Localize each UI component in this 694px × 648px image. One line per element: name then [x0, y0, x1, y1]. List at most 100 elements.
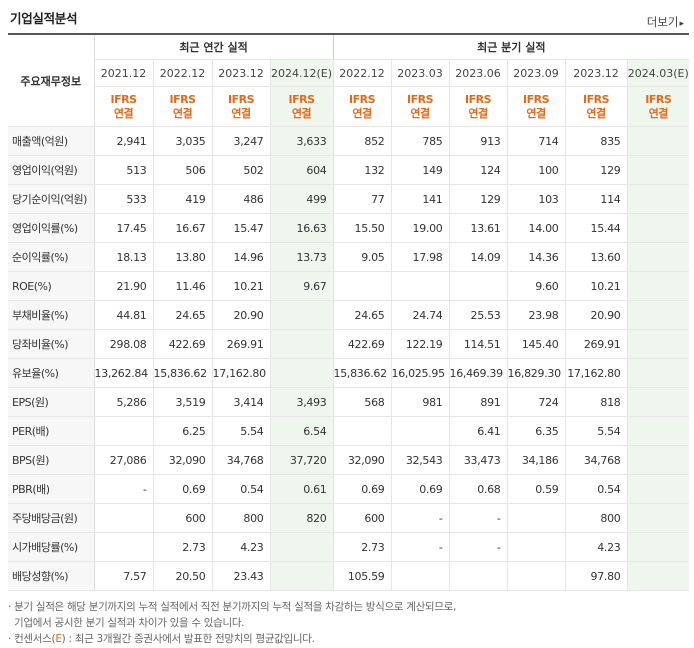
- table-row: PER(배) 6.25 5.54 6.54 6.41 6.35 5.54: [8, 416, 690, 446]
- table-row: 영업이익률(%) 17.45 16.67 15.47 16.63 15.50 19.00 13…: [8, 213, 690, 243]
- table-cell: 24.65: [332, 300, 392, 330]
- more-link[interactable]: 더보기▸: [647, 14, 684, 30]
- table-cell: 100: [507, 155, 566, 185]
- ifrs-line2: 연결: [410, 106, 430, 120]
- table-cell: [94, 416, 154, 446]
- table-cell: 604: [270, 155, 334, 185]
- table-cell: 533: [94, 184, 154, 214]
- table-cell: 105.59: [332, 561, 392, 591]
- ifrs-line2: 연결: [352, 106, 372, 120]
- table-cell: 3,247: [212, 126, 271, 156]
- chevron-right-icon: ▸: [679, 19, 684, 29]
- table-cell: [627, 329, 690, 359]
- table-cell: 724: [507, 387, 566, 417]
- table-cell: 422.69: [153, 329, 213, 359]
- table-cell: [270, 561, 334, 591]
- table-cell: [627, 213, 690, 243]
- table-cell: 14.96: [212, 242, 271, 272]
- row-label: 당좌비율(%): [8, 329, 95, 359]
- table-cell: [94, 503, 154, 533]
- table-cell: 44.81: [94, 300, 154, 330]
- table-cell: 820: [270, 503, 334, 533]
- table-cell: 499: [270, 184, 334, 214]
- table-cell: 15.50: [332, 213, 392, 243]
- table-cell: 0.61: [270, 474, 334, 504]
- period-header-quarter-5: 2024.03(E): [627, 59, 690, 87]
- table-cell: [391, 416, 450, 446]
- footnotes: · 분기 실적은 해당 분기까지의 누적 실적에서 직전 분기까지의 누적 실적…: [8, 599, 456, 647]
- table-cell: [627, 532, 690, 562]
- footnote-3: · 컨센서스(E) : 최근 3개월간 증권사에서 발표한 전망치의 평균값입니…: [8, 631, 456, 647]
- table-cell: 13.60: [565, 242, 628, 272]
- row-label: PBR(배): [8, 474, 95, 504]
- table-cell: 269.91: [565, 329, 628, 359]
- table-cell: 0.69: [153, 474, 213, 504]
- table-cell: [507, 503, 566, 533]
- table-cell: 33,473: [449, 445, 508, 475]
- period-header-annual-3: 2024.12(E): [270, 59, 334, 87]
- table-cell: 27,086: [94, 445, 154, 475]
- period-header-annual-1: 2022.12: [153, 59, 213, 87]
- table-cell: 3,493: [270, 387, 334, 417]
- table-cell: 25.53: [449, 300, 508, 330]
- table-cell: 15,836.62: [153, 358, 213, 388]
- table-cell: 419: [153, 184, 213, 214]
- table-row: EPS(원) 5,286 3,519 3,414 3,493 568 981 891 724 81…: [8, 387, 690, 417]
- ifrs-line1: IFRS: [169, 92, 197, 106]
- table-cell: 21.90: [94, 271, 154, 301]
- table-cell: [449, 271, 508, 301]
- row-label: 순이익률(%): [8, 242, 95, 272]
- row-label: BPS(원): [8, 445, 95, 475]
- table-row: 부채비율(%) 44.81 24.65 20.90 24.65 24.74 25.53 23.…: [8, 300, 690, 330]
- table-cell: [627, 358, 690, 388]
- table-cell: 14.36: [507, 242, 566, 272]
- table-cell: 2,941: [94, 126, 154, 156]
- more-label[interactable]: 더보기: [646, 15, 679, 29]
- table-cell: 77: [332, 184, 392, 214]
- ifrs-line1: IFRS: [349, 92, 376, 106]
- ifrs-label-2: IFRS 연결: [212, 86, 271, 127]
- table-cell: 129: [449, 184, 508, 214]
- table-cell: 785: [391, 126, 450, 156]
- section-title: 기업실적분석: [10, 11, 78, 26]
- row-label: 영업이익(억원): [8, 155, 95, 185]
- table-cell: 10.21: [565, 271, 628, 301]
- table-cell: 16,469.39: [449, 358, 508, 388]
- table-cell: 20.50: [153, 561, 213, 591]
- table-cell: 15.44: [565, 213, 628, 243]
- ifrs-label-0: IFRS 연결: [94, 86, 154, 127]
- table-cell: [627, 387, 690, 417]
- row-label: 매출액(억원): [8, 126, 95, 156]
- table-cell: 149: [391, 155, 450, 185]
- table-cell: 5.54: [565, 416, 628, 446]
- table-cell: 3,633: [270, 126, 334, 156]
- row-label: 배당성향(%): [8, 561, 95, 591]
- table-cell: 114.51: [449, 329, 508, 359]
- row-label: 유보율(%): [8, 358, 95, 388]
- table-row: 당기순이익(억원) 533 419 486 499 77 141 129 103 114: [8, 184, 690, 214]
- table-cell: [627, 561, 690, 591]
- table-cell: 3,414: [212, 387, 271, 417]
- table-cell: -: [391, 503, 450, 533]
- table-cell: [627, 416, 690, 446]
- row-label: ROE(%): [8, 271, 95, 301]
- ifrs-label-9: IFRS 연결: [627, 86, 690, 127]
- ifrs-line1: IFRS: [583, 92, 610, 106]
- table-cell: 4.23: [565, 532, 628, 562]
- row-label: 당기순이익(억원): [8, 184, 95, 214]
- table-cell: 913: [449, 126, 508, 156]
- table-cell: 97.80: [565, 561, 628, 591]
- ifrs-label-5: IFRS 연결: [391, 86, 450, 127]
- ifrs-line2: 연결: [648, 106, 669, 120]
- table-row: 영업이익(억원) 513 506 502 604 132 149 124 100 129: [8, 155, 690, 185]
- table-cell: 0.68: [449, 474, 508, 504]
- table-cell: 132: [332, 155, 392, 185]
- ifrs-line1: IFRS: [523, 92, 550, 106]
- table-cell: 114: [565, 184, 628, 214]
- table-cell: 15.47: [212, 213, 271, 243]
- ifrs-label-7: IFRS 연결: [507, 86, 566, 127]
- table-cell: -: [94, 474, 154, 504]
- ifrs-label-1: IFRS 연결: [153, 86, 213, 127]
- table-cell: [94, 532, 154, 562]
- table-cell: 800: [565, 503, 628, 533]
